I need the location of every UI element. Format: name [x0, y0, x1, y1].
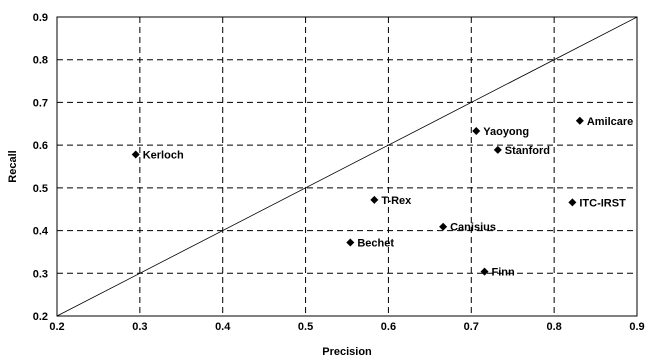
y-axis-title: Recall: [7, 150, 19, 182]
data-point-marker: [575, 116, 584, 125]
data-point-label: T-Rex: [381, 195, 412, 207]
data-point-marker: [472, 127, 481, 136]
data-point-marker: [568, 198, 577, 207]
x-tick-label: 0.6: [381, 321, 396, 333]
x-tick-label: 0.9: [629, 321, 644, 333]
y-tick-label: 0.4: [33, 226, 49, 238]
x-tick-label: 0.3: [132, 321, 147, 333]
data-point-marker: [346, 238, 355, 247]
data-point-label: ITC-IRST: [579, 197, 626, 209]
x-tick-label: 0.2: [49, 321, 64, 333]
data-point-marker: [131, 150, 140, 159]
y-tick-label: 0.2: [33, 311, 48, 323]
data-point-label: Bechet: [357, 238, 394, 250]
data-point-marker: [493, 145, 502, 154]
y-tick-label: 0.5: [33, 183, 48, 195]
y-tick-label: 0.6: [33, 140, 48, 152]
data-point-label: Yaoyong: [483, 126, 529, 138]
y-tick-label: 0.3: [33, 268, 48, 280]
data-point-label: Finn: [492, 267, 515, 279]
data-point-label: Stanford: [505, 145, 550, 157]
x-tick-label: 0.4: [215, 321, 231, 333]
x-tick-label: 0.5: [298, 321, 313, 333]
data-point-marker: [439, 222, 448, 231]
x-tick-label: 0.7: [464, 321, 479, 333]
y-tick-label: 0.8: [33, 55, 48, 67]
x-tick-label: 0.8: [546, 321, 561, 333]
x-axis-tick-labels: 0.2 0.3 0.4 0.5 0.6 0.7 0.8 0.9: [49, 321, 644, 333]
data-point-label: Amilcare: [587, 116, 633, 128]
y-tick-label: 0.9: [33, 12, 48, 24]
data-point-marker: [370, 195, 379, 204]
data-point-label: Kerloch: [143, 150, 184, 162]
data-point-marker: [480, 267, 489, 276]
y-tick-label: 0.7: [33, 97, 48, 109]
x-axis-title: Precision: [322, 346, 372, 358]
diagonal-reference-line: [56, 16, 638, 317]
data-point-label: Canisius: [450, 222, 496, 234]
y-axis-tick-labels: 0.2 0.3 0.4 0.5 0.6 0.7 0.8 0.9: [33, 12, 49, 323]
data-points: Kerloch T-Rex Bechet Canisius Yaoyong Stanfor…: [131, 116, 633, 279]
plot-area-frame: [56, 16, 638, 317]
grid-lines: [57, 17, 637, 316]
